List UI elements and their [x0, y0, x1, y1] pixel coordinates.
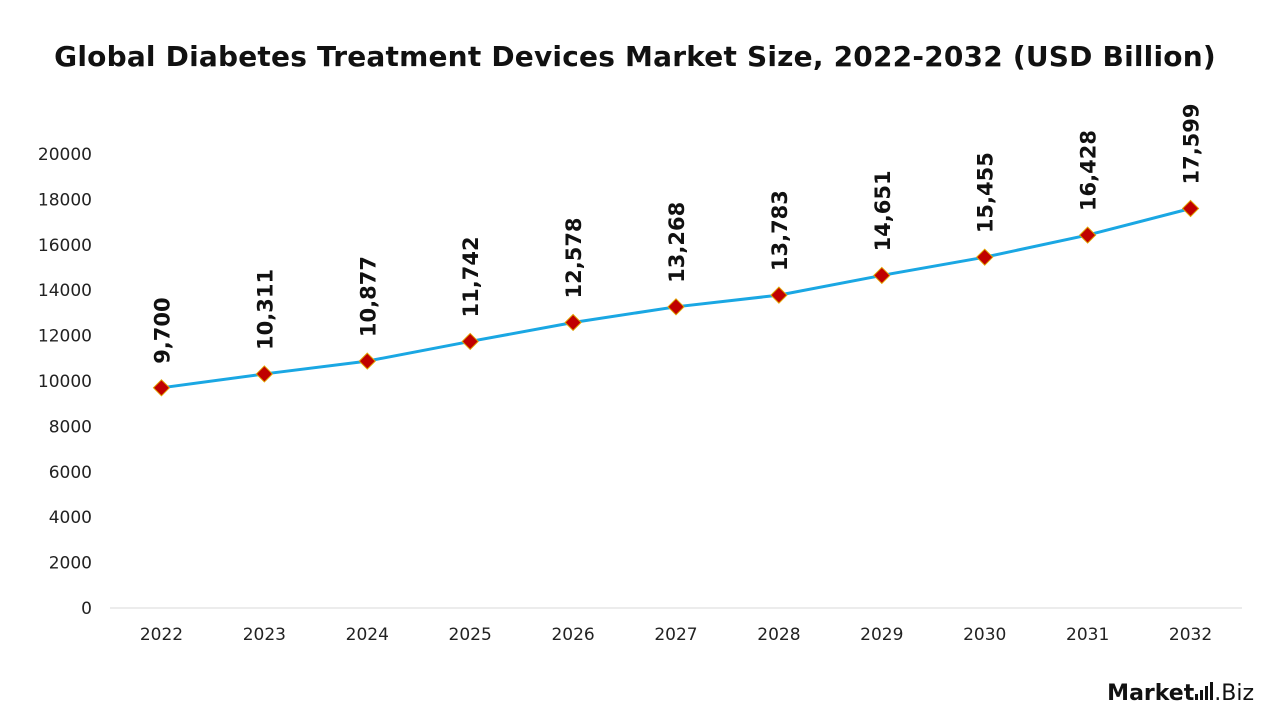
y-tick-label: 16000 [38, 236, 92, 256]
brand-suffix: .Biz [1214, 681, 1254, 706]
data-label: 15,455 [974, 152, 998, 233]
y-tick-label: 6000 [49, 463, 92, 483]
y-tick-label: 18000 [38, 190, 92, 210]
y-axis: 0 2000 4000 6000 8000 10000 12000 14000 16000 180… [38, 145, 92, 619]
x-tick-label: 2028 [757, 625, 800, 645]
data-label: 10,877 [356, 256, 380, 337]
x-tick-label: 2022 [140, 625, 183, 645]
data-point-marker [873, 266, 891, 285]
x-axis: 2022 2023 2024 2025 2026 2027 2028 2029 2030 2031… [110, 607, 1242, 645]
data-label: 9,700 [150, 297, 174, 363]
y-tick-label: 10000 [38, 372, 92, 392]
data-label: 16,428 [1077, 130, 1101, 211]
y-tick-label: 14000 [38, 281, 92, 301]
x-tick-label: 2026 [551, 625, 594, 645]
x-tick-label: 2023 [243, 625, 286, 645]
data-label: 11,742 [459, 236, 483, 317]
x-tick-label: 2029 [860, 625, 903, 645]
data-point-marker [461, 332, 479, 351]
y-tick-label: 20000 [38, 145, 92, 165]
data-point-marker [667, 298, 685, 316]
data-point-marker [976, 248, 994, 266]
data-point-marker [1078, 226, 1097, 244]
brand-name: Market [1107, 681, 1195, 706]
chart-title: Global Diabetes Treatment Devices Market… [54, 40, 1216, 73]
data-label: 13,783 [768, 190, 792, 271]
x-tick-label: 2030 [963, 625, 1006, 645]
data-point-marker [770, 286, 788, 304]
y-tick-label: 4000 [49, 508, 92, 528]
data-point-marker [358, 352, 376, 370]
y-tick-label: 8000 [49, 417, 92, 437]
x-tick-label: 2024 [346, 625, 389, 645]
data-point-marker [152, 379, 171, 397]
x-tick-label: 2032 [1169, 625, 1212, 645]
brand-logo: Market .Biz [1107, 681, 1254, 706]
data-label: 12,578 [562, 217, 586, 298]
data-point-marker [564, 313, 582, 332]
x-tick-label: 2027 [654, 625, 697, 645]
y-tick-label: 12000 [38, 327, 92, 347]
data-point-marker [1181, 199, 1200, 218]
markers-group [152, 199, 1200, 397]
x-tick-label: 2031 [1066, 625, 1109, 645]
y-tick-label: 0 [81, 599, 92, 619]
y-tick-label: 2000 [49, 554, 92, 574]
data-label: 14,651 [871, 170, 895, 251]
brand-bars-icon [1195, 682, 1214, 700]
data-label: 13,268 [665, 202, 689, 283]
data-point-marker [255, 365, 274, 383]
x-tick-label: 2025 [449, 625, 492, 645]
data-label: 10,311 [253, 269, 277, 350]
data-label: 17,599 [1180, 103, 1204, 184]
data-labels-group: 9,700 10,311 10,877 11,742 12,578 13,268 13,78… [150, 103, 1203, 363]
